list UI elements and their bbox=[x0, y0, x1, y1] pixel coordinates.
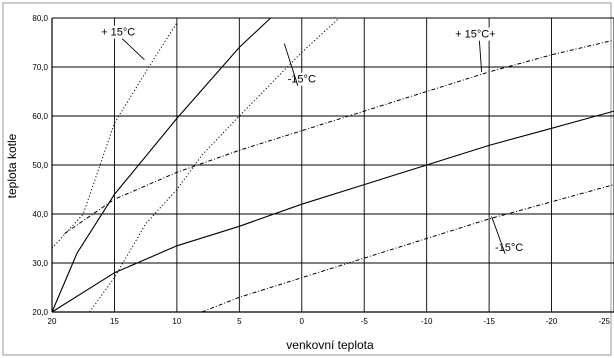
x-tick-label: 15 bbox=[110, 317, 119, 326]
annotation-bg bbox=[491, 240, 527, 254]
x-tick-label: -20 bbox=[546, 317, 558, 326]
annotation-bg bbox=[97, 25, 139, 39]
annotation-leader bbox=[283, 43, 299, 86]
y-tick-label: 40,0 bbox=[32, 210, 48, 219]
x-tick-label: -5 bbox=[361, 317, 369, 326]
y-tick-label: 80,0 bbox=[32, 14, 48, 23]
y-tick-label: 70,0 bbox=[32, 63, 48, 72]
x-tick-label: 10 bbox=[172, 317, 181, 326]
annotations: + 15°C -15°C + 15°C+ -15°C bbox=[97, 25, 527, 254]
y-tick-label: 30,0 bbox=[32, 259, 48, 268]
annotation-label: + 15°C+ bbox=[455, 29, 495, 41]
grid bbox=[51, 17, 614, 313]
series-line-4 bbox=[64, 39, 614, 235]
series-line-5 bbox=[51, 110, 614, 313]
annotation-bg bbox=[284, 72, 320, 86]
x-tick-label: -15 bbox=[483, 317, 495, 326]
x-tick-label: 20 bbox=[48, 317, 57, 326]
annotation-label: + 15°C bbox=[101, 27, 135, 39]
series-line-2 bbox=[51, 17, 271, 313]
annotation-leader bbox=[478, 40, 483, 72]
x-tick-label: 0 bbox=[300, 317, 305, 326]
x-tick-label: -10 bbox=[421, 317, 433, 326]
series-line-1 bbox=[51, 22, 178, 249]
annotation-bg bbox=[451, 27, 500, 41]
annotation-label: -15°C bbox=[495, 242, 523, 254]
y-tick-label: 60,0 bbox=[32, 112, 48, 121]
y-axis-title: teplota kotle bbox=[5, 133, 19, 198]
x-axis-title: venkovní teplota bbox=[286, 338, 374, 352]
y-tick-label: 50,0 bbox=[32, 161, 48, 170]
y-tick-label: 20,0 bbox=[32, 308, 48, 317]
tick-labels: 20,0 30,0 40,0 50,0 60,0 70,0 80,0 20 15 10 5 0 -5 -1… bbox=[32, 14, 610, 326]
annotation-leader bbox=[491, 216, 506, 254]
annotation-label: -15°C bbox=[288, 74, 316, 86]
x-tick-label: 5 bbox=[237, 317, 242, 326]
x-tick-label: -25 bbox=[598, 317, 610, 326]
series-line-6 bbox=[201, 184, 614, 313]
series-group bbox=[51, 17, 614, 313]
annotation-leader bbox=[121, 38, 145, 60]
